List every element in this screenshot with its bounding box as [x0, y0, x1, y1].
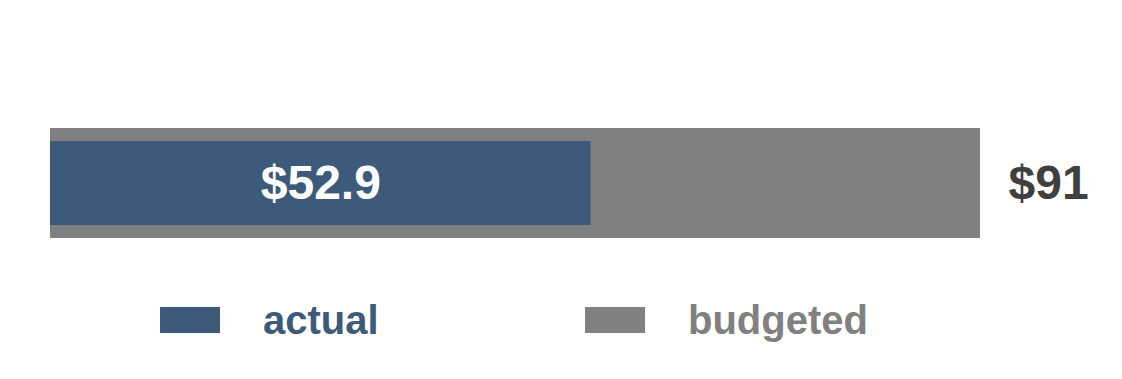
html-text:budgeted: budgeted — [688, 297, 868, 342]
html-text:actual: actual — [263, 297, 379, 342]
svg-text:$91: $91 — [1009, 156, 1089, 209]
svg-text:$52.9: $52.9 — [261, 156, 381, 209]
